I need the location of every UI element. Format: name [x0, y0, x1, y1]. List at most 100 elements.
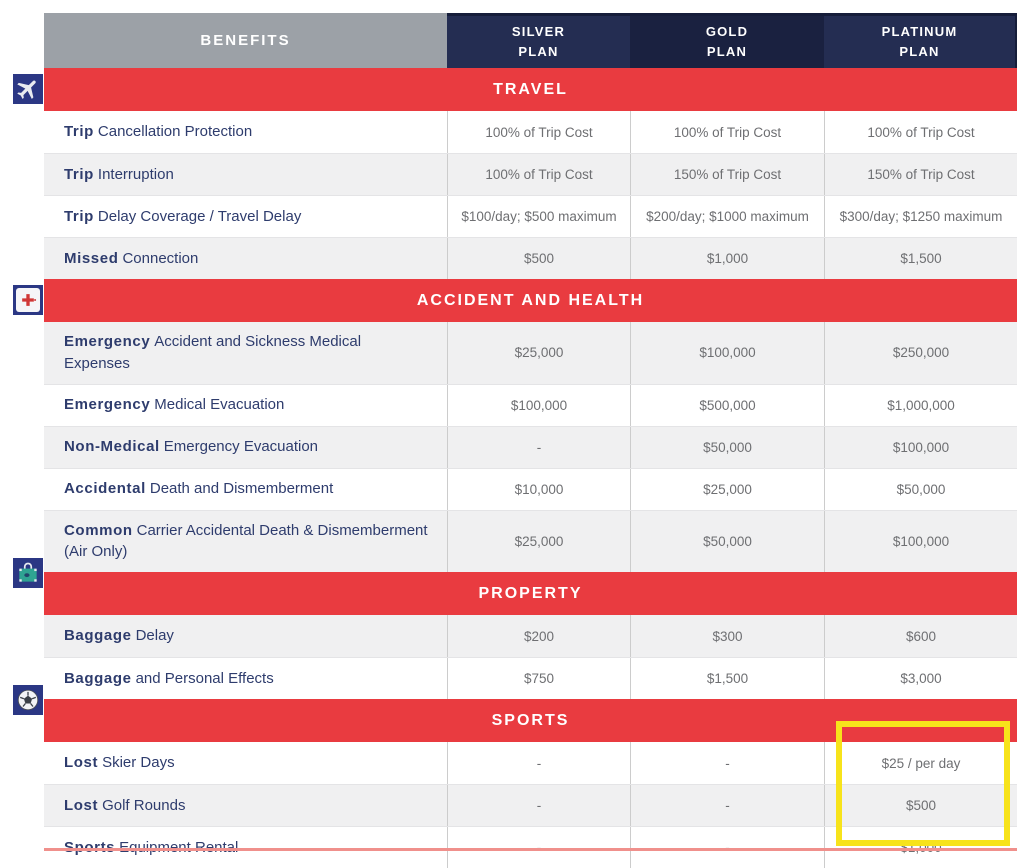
gold-value-cell: 150% of Trip Cost — [630, 154, 824, 195]
benefit-name-cell: Missed Connection — [44, 239, 447, 279]
benefit-name-bold: Trip — [64, 207, 94, 225]
benefit-name-cell: Trip Interruption — [44, 155, 447, 195]
benefit-section: PROPERTY Baggage Delay $200 $300 $600 Bag… — [44, 572, 1017, 699]
property-section-header: PROPERTY — [44, 572, 1017, 615]
silver-value-cell: $25,000 — [447, 322, 630, 384]
benefit-row: Common Carrier Accidental Death & Dismemb… — [44, 509, 1017, 573]
gold-value-cell: $500,000 — [630, 384, 824, 426]
benefit-row: Trip Cancellation Protection 100% of Trip… — [44, 111, 1017, 153]
benefit-row: Non-Medical Emergency Evacuation - $50,00… — [44, 425, 1017, 468]
benefit-name-rest: Carrier Accidental Death & Dismemberment… — [64, 521, 428, 561]
silver-value-cell: - — [447, 785, 630, 826]
benefit-name-bold: Emergency — [64, 396, 151, 414]
platinum-value-cell: $500 — [824, 785, 1017, 826]
benefits-comparison-table: BENEFITS SILVER PLAN GOLD PLAN PLATINUM … — [44, 13, 1017, 868]
platinum-value-cell: 100% of Trip Cost — [824, 111, 1017, 153]
benefit-row: Emergency Accident and Sickness Medical E… — [44, 322, 1017, 384]
benefit-row: Trip Interruption 100% of Trip Cost 150% … — [44, 153, 1017, 195]
benefit-name-rest: Golf Rounds — [102, 796, 186, 814]
accident-and-health-section-header: ACCIDENT AND HEALTH — [44, 279, 1017, 322]
benefit-name-cell: Baggage Delay — [44, 616, 447, 656]
benefit-name-bold: Lost — [64, 754, 99, 772]
benefit-row: Baggage and Personal Effects $750 $1,500 … — [44, 657, 1017, 699]
benefit-name-bold: Missed — [64, 249, 119, 267]
section-title: ACCIDENT AND HEALTH — [416, 291, 645, 309]
partial-red-band-edge — [44, 848, 1017, 851]
benefit-name-bold: Trip — [64, 165, 94, 183]
platinum-value-cell: $100,000 — [824, 510, 1017, 572]
benefit-name-rest: Delay Coverage / Travel Delay — [97, 207, 302, 225]
benefit-name-rest: Emergency Evacuation — [163, 438, 319, 456]
benefit-name-cell: Accidental Death and Dismemberment — [44, 469, 447, 509]
silver-value-cell: $25,000 — [447, 510, 630, 572]
gold-value-cell: $50,000 — [630, 510, 824, 572]
platinum-value-cell: $1,000,000 — [824, 384, 1017, 426]
benefit-section: ACCIDENT AND HEALTH Emergency Accident an… — [44, 279, 1017, 572]
silver-plan-label-line1: SILVER — [511, 23, 566, 39]
sports-section-header: SPORTS — [44, 699, 1017, 742]
platinum-value-cell: $600 — [824, 615, 1017, 657]
benefit-name-bold: Common — [64, 521, 133, 539]
silver-value-cell: $200 — [447, 615, 630, 657]
gold-value-cell: $25,000 — [630, 468, 824, 510]
gold-value-cell: $50,000 — [630, 426, 824, 468]
benefit-name-rest: Accident and Sickness Medical Expenses — [64, 333, 362, 372]
platinum-value-cell: $300/day; $1250 maximum — [824, 196, 1017, 237]
travel-section-header: TRAVEL — [44, 68, 1017, 111]
benefit-name-bold: Accidental — [64, 480, 146, 498]
table-header-row: BENEFITS SILVER PLAN GOLD PLAN PLATINUM … — [44, 13, 1017, 68]
first-aid-icon — [13, 285, 43, 315]
section-rows: Baggage Delay $200 $300 $600 Baggage and P… — [44, 615, 1017, 699]
silver-value-cell: $100/day; $500 maximum — [447, 196, 630, 237]
benefit-name-rest: Interruption — [97, 165, 174, 183]
benefit-name-cell: Baggage and Personal Effects — [44, 659, 447, 699]
benefit-name-cell: Common Carrier Accidental Death & Dismemb… — [44, 511, 447, 573]
benefit-name-rest: and Personal Effects — [135, 669, 274, 687]
platinum-value-cell: $3,000 — [824, 658, 1017, 699]
airplane-icon — [13, 74, 43, 104]
silver-value-cell: - — [447, 742, 630, 784]
benefit-row: SportsEquipment Rental - - $1,000 — [44, 826, 1017, 868]
benefit-name-cell: Trip Delay Coverage / Travel Delay — [44, 197, 447, 237]
section-rows: Trip Cancellation Protection 100% of Trip… — [44, 111, 1017, 279]
platinum-value-cell: 150% of Trip Cost — [824, 154, 1017, 195]
benefit-name-cell: Lost Golf Rounds — [44, 786, 447, 826]
gold-value-cell: 100% of Trip Cost — [630, 111, 824, 153]
silver-value-cell: - — [447, 827, 630, 868]
benefit-row: Trip Delay Coverage / Travel Delay $100/d… — [44, 195, 1017, 237]
benefit-name-cell: Lost Skier Days — [44, 743, 447, 783]
section-title: TRAVEL — [493, 80, 568, 98]
benefit-row: Lost Skier Days - - $25 / per day — [44, 742, 1017, 784]
benefit-name-rest: Skier Days — [102, 754, 175, 772]
benefit-name-rest: Connection — [122, 249, 199, 267]
platinum-plan-header: PLATINUM PLAN — [824, 13, 1017, 68]
first-aid-kit-face — [16, 288, 40, 312]
benefit-name-rest: Cancellation Protection — [97, 123, 253, 141]
benefit-name-rest: Medical Evacuation — [154, 396, 285, 414]
gold-value-cell: - — [630, 827, 824, 868]
gold-value-cell: $300 — [630, 615, 824, 657]
benefits-column-header: BENEFITS — [44, 13, 447, 68]
benefit-section: SPORTS Lost Skier Days - - $25 / per day … — [44, 699, 1017, 868]
benefit-name-cell: Emergency Accident and Sickness Medical E… — [44, 322, 447, 384]
benefit-row: Emergency Medical Evacuation $100,000 $50… — [44, 383, 1017, 426]
section-rows: Lost Skier Days - - $25 / per day Lost Gol… — [44, 742, 1017, 868]
platinum-plan-label-line2: PLAN — [899, 44, 940, 59]
benefit-name-bold: Trip — [64, 123, 94, 141]
benefit-row: Accidental Death and Dismemberment $10,00… — [44, 467, 1017, 510]
benefit-name-bold: Non-Medical — [64, 438, 160, 456]
gold-value-cell: - — [630, 785, 824, 826]
benefit-name-rest: Death and Dismemberment — [149, 480, 334, 498]
benefit-name-bold: Baggage — [64, 669, 132, 687]
gold-plan-label-line1: GOLD — [705, 23, 749, 39]
suitcase-icon — [13, 558, 43, 588]
silver-value-cell: - — [447, 426, 630, 468]
benefit-row: Baggage Delay $200 $300 $600 — [44, 615, 1017, 657]
benefit-name-cell: Non-Medical Emergency Evacuation — [44, 427, 447, 467]
benefit-name-cell: Trip Cancellation Protection — [44, 112, 447, 152]
silver-value-cell: 100% of Trip Cost — [447, 154, 630, 195]
benefit-name-bold: Emergency — [64, 333, 151, 350]
silver-value-cell: $10,000 — [447, 468, 630, 510]
benefit-name-cell: Emergency Medical Evacuation — [44, 385, 447, 425]
